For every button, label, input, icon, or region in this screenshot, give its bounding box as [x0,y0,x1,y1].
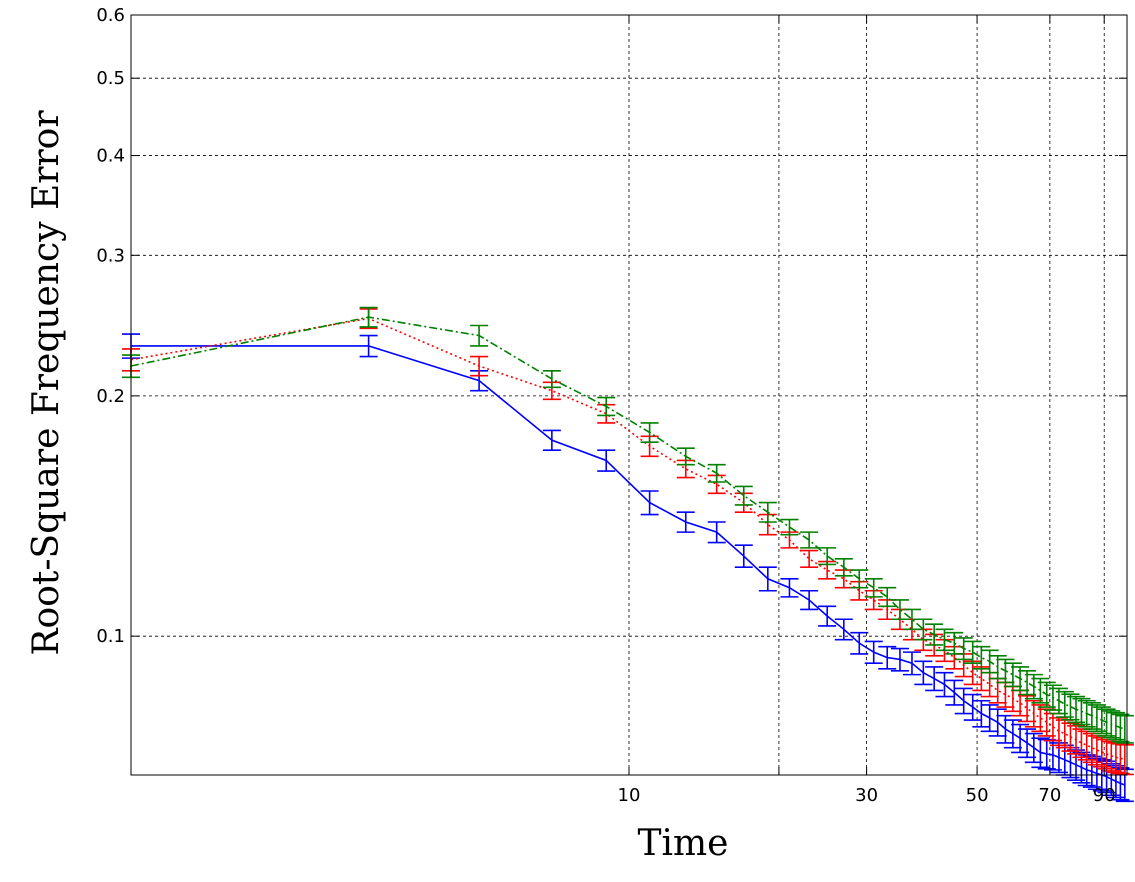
series-line [130,317,1126,761]
error-bar [818,547,837,566]
error-bar [1106,711,1125,741]
error-bar [1102,710,1121,739]
error-bar [878,586,897,608]
error-bar [980,649,999,674]
y-axis-title: Root-Square Frequency Error [26,110,67,656]
error-bar [935,671,954,698]
error-bar [945,679,964,706]
series-line [130,316,1126,730]
error-bar [758,566,777,592]
y-tick-label: 0.4 [96,146,125,167]
x-tick-label: 70 [1038,785,1061,806]
error-bar [780,577,799,598]
error-bar [734,485,753,506]
x-tick-label: 30 [855,785,878,806]
x-axis-title: Time [638,823,729,864]
error-bar [902,608,921,631]
error-bar [1115,714,1134,744]
y-tick-label: 0.3 [96,245,125,266]
error-bar [850,631,869,655]
error-bar [864,640,883,664]
error-bar [834,558,853,577]
error-bar [597,396,616,417]
error-bar [470,324,489,347]
error-bar [800,549,819,569]
error-bar [902,651,921,676]
x-tick-label: 90 [1093,785,1116,806]
error-bar [914,618,933,641]
y-tick-label: 0.5 [96,68,125,89]
y-tick-label: 0.6 [96,5,125,26]
error-bar [800,589,819,611]
error-bar [359,306,378,328]
error-bar [925,623,944,646]
error-bar [954,637,973,661]
error-bar [1092,706,1111,735]
series-3 [122,306,1134,744]
error-bar [676,447,695,466]
error-bar [1087,704,1106,733]
error-bar [818,605,837,627]
error-bar [800,531,819,549]
error-bar [640,490,659,516]
error-bar [935,628,954,652]
error-bar [963,693,982,721]
grid-layer [131,14,1127,775]
error-bar [963,640,982,664]
error-bar [850,569,869,589]
error-bar [734,544,753,569]
error-bar [542,369,561,389]
tick-layer [131,14,1127,775]
error-bar [864,577,883,598]
x-tick-label: 10 [618,785,641,806]
error-bar [954,687,973,715]
error-bar [1115,743,1134,776]
error-bar [758,501,777,523]
error-bar [1077,699,1096,728]
error-bar [359,334,378,358]
error-bar [640,422,659,443]
error-bar [890,599,909,621]
error-bar [780,518,799,536]
error-bar [878,645,897,670]
error-bar [1082,702,1101,730]
error-bar [890,647,909,672]
series-layer [122,306,1134,803]
error-bar [914,660,933,686]
error-bar [597,449,616,472]
error-bar [470,355,489,377]
error-bar [1097,708,1116,737]
error-bar [925,666,944,692]
error-bar [1111,713,1130,743]
error-bar [707,521,726,544]
error-bar [676,511,695,533]
x-tick-label: 50 [966,785,989,806]
label-layer: 0.1 0.2 0.3 0.4 0.5 0.6 10 30 50 70 90 [96,5,1115,806]
y-tick-label: 0.1 [96,626,125,647]
error-bar [1111,743,1130,775]
error-bar [945,631,964,655]
error-bar [988,708,1007,737]
error-bar [834,618,853,641]
error-bar [707,463,726,483]
series-line [131,345,1126,786]
error-bar [542,429,561,451]
y-tick-label: 0.2 [96,386,125,407]
